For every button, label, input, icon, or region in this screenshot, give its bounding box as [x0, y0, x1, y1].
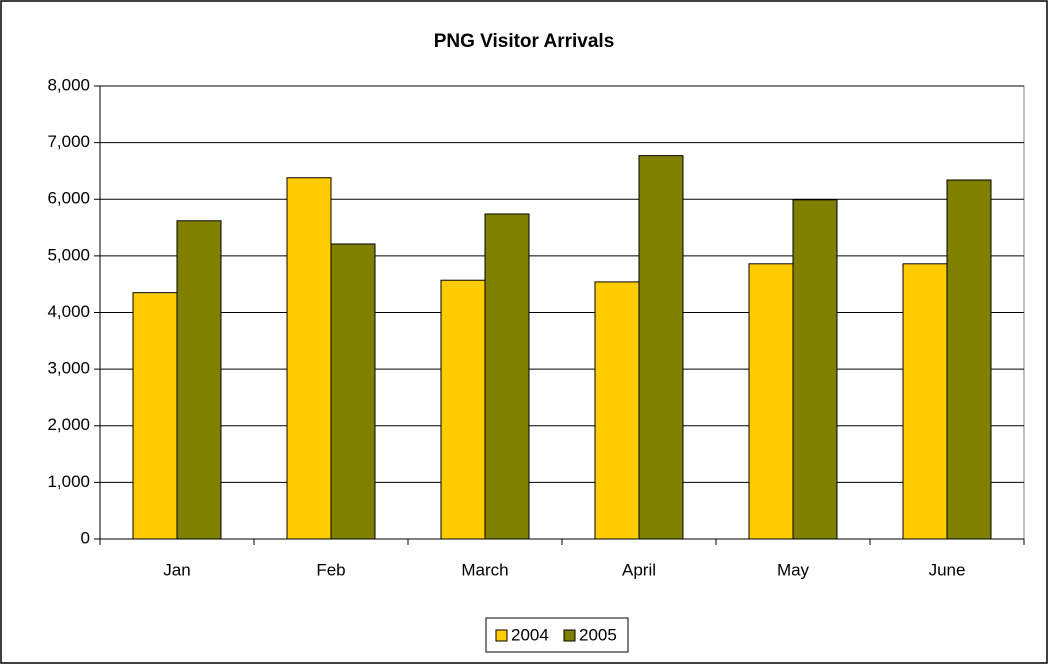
legend-swatch [495, 629, 508, 642]
y-tick-label: 3,000 [47, 359, 90, 378]
x-tick-label: Jan [163, 560, 190, 579]
bar [286, 177, 332, 540]
legend-swatch [563, 629, 576, 642]
x-tick-label: March [461, 560, 508, 579]
y-tick-label: 1,000 [47, 472, 90, 491]
y-tick-label: 5,000 [47, 245, 90, 264]
x-tick-label: April [622, 560, 656, 579]
y-tick-label: 8,000 [47, 75, 90, 94]
bar [946, 179, 992, 540]
bar [748, 263, 794, 540]
bar [330, 243, 376, 540]
legend-label: 2005 [579, 625, 617, 644]
y-tick-label: 7,000 [47, 132, 90, 151]
y-tick-label: 6,000 [47, 189, 90, 208]
bar [440, 279, 486, 540]
bar [792, 199, 838, 540]
bar [638, 155, 684, 540]
y-tick-label: 0 [81, 528, 90, 547]
bar [176, 220, 222, 540]
y-tick-label: 4,000 [47, 302, 90, 321]
x-tick-label: Feb [316, 560, 345, 579]
bar [484, 213, 530, 540]
y-tick-label: 2,000 [47, 415, 90, 434]
bar [132, 292, 178, 540]
chart-title: PNG Visitor Arrivals [434, 31, 615, 52]
x-tick-label: May [777, 560, 810, 579]
bar [902, 263, 948, 540]
legend-box [485, 617, 629, 653]
x-tick-label: June [929, 560, 966, 579]
bar [594, 281, 640, 540]
legend-label: 2004 [511, 625, 549, 644]
